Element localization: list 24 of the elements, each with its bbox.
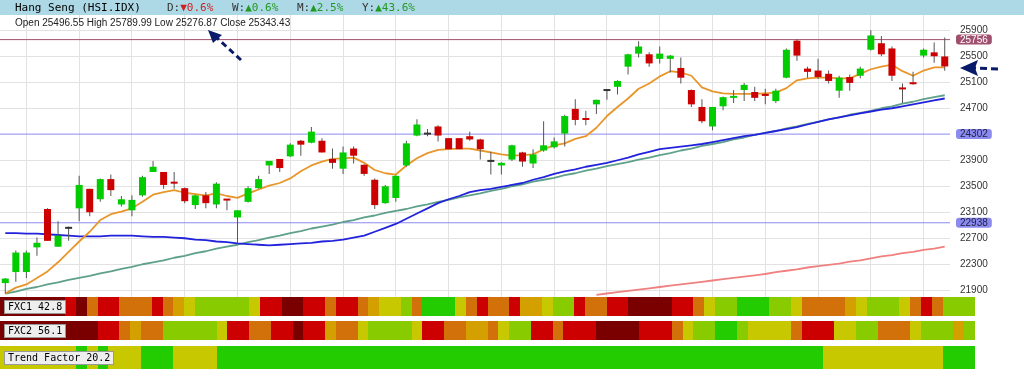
y-tick-label: 25100 [960,76,989,87]
ref-line-label: 22938 [960,217,989,229]
ref-line-label: 25756 [960,33,989,45]
text: Trend Factor 20.2 [4,350,115,365]
y-tick-label: 24700 [960,102,989,113]
y-tick-label: 22300 [960,258,989,269]
ref-line-label: 24302 [960,128,989,140]
y-tick-label: 21900 [960,284,989,295]
y-tick-label: 23100 [960,206,989,217]
text: FXC2 56.1 [4,323,67,338]
candlestick [603,89,611,100]
chart-subtitle: Open 25496.55 High 25789.99 Low 25276.87 Close 25343.43 [15,17,291,28]
text: Y:▲43.6% [362,1,415,14]
y-tick-label: 25900 [960,24,989,35]
y-tick-label: 23500 [960,180,989,191]
text: M:▲2.5% [297,1,344,14]
chart-title: Hang Seng (HSI.IDX) [15,0,141,15]
text: W:▲0.6% [232,1,279,14]
y-tick-label: 25500 [960,50,989,61]
y-tick-label: 23900 [960,154,989,165]
candlestick [487,151,495,175]
text: FXC1 42.8 [4,299,67,314]
text: D:▼0.6% [167,1,214,14]
y-tick-label: 22700 [960,232,989,243]
